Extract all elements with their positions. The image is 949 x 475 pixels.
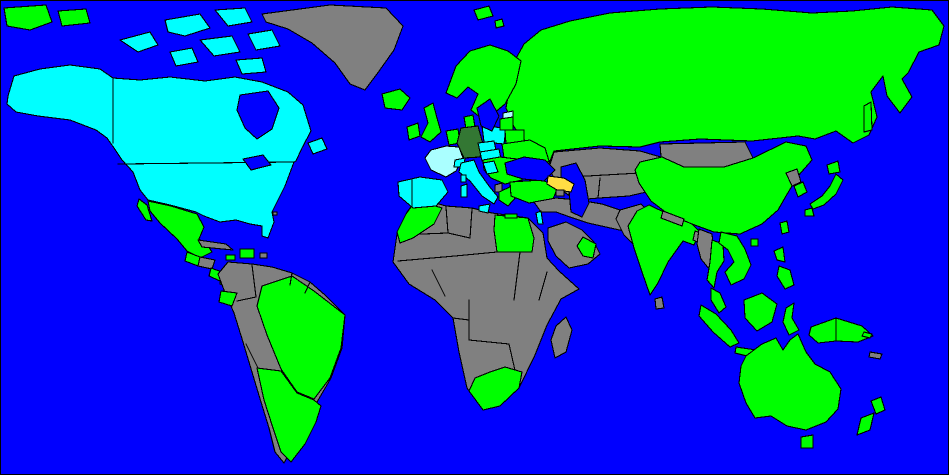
- island-sardinia[interactable]: [460, 183, 468, 198]
- country-canada-newfoundland[interactable]: [307, 137, 328, 155]
- borders-africa: [396, 206, 548, 389]
- country-north-korea[interactable]: [785, 168, 802, 187]
- sea-hudson-bay: [236, 90, 280, 140]
- country-georgia-azerbaijan[interactable]: [546, 175, 575, 193]
- country-dominican-republic[interactable]: [239, 248, 255, 259]
- country-uk[interactable]: [420, 102, 442, 143]
- country-canada-island-2[interactable]: [164, 13, 211, 37]
- country-canada-island-1[interactable]: [119, 31, 159, 53]
- country-ecuador[interactable]: [218, 290, 238, 307]
- country-jamaica[interactable]: [225, 254, 236, 261]
- country-israel[interactable]: [535, 210, 544, 225]
- island-crete[interactable]: [504, 213, 518, 219]
- island-sicily[interactable]: [478, 203, 491, 214]
- country-russia-chukotka-west2[interactable]: [57, 8, 91, 27]
- country-japan-hokkaido[interactable]: [826, 160, 841, 175]
- country-morocco[interactable]: [396, 199, 443, 244]
- country-canada-island-7[interactable]: [235, 57, 267, 75]
- country-croatia[interactable]: [482, 160, 499, 175]
- country-cuba[interactable]: [197, 239, 234, 251]
- island-bermuda[interactable]: [272, 211, 278, 216]
- island-hainan[interactable]: [750, 238, 759, 247]
- country-puerto-rico[interactable]: [259, 252, 268, 259]
- country-greenland[interactable]: [261, 4, 404, 91]
- island-corsica[interactable]: [460, 174, 467, 183]
- country-mexico[interactable]: [147, 200, 213, 259]
- country-india[interactable]: [627, 204, 701, 296]
- country-usa-canada-mainland[interactable]: [6, 64, 312, 239]
- country-iceland[interactable]: [381, 88, 411, 111]
- country-egypt[interactable]: [493, 214, 535, 253]
- country-canada-island-3[interactable]: [214, 7, 253, 27]
- country-france[interactable]: [424, 145, 464, 178]
- country-russia-sakhalin[interactable]: [863, 101, 873, 133]
- country-philippines-luzon[interactable]: [773, 246, 786, 263]
- country-south-korea[interactable]: [793, 181, 808, 198]
- country-australia[interactable]: [738, 333, 842, 431]
- country-argentina-chile[interactable]: [256, 367, 322, 463]
- country-south-africa[interactable]: [468, 366, 523, 411]
- country-canada-island-6[interactable]: [169, 47, 199, 67]
- country-new-zealand-south[interactable]: [856, 412, 875, 436]
- country-taiwan[interactable]: [779, 220, 790, 235]
- country-malaysia[interactable]: [710, 287, 727, 314]
- country-papua-new-guinea[interactable]: [808, 317, 874, 344]
- island-borneo[interactable]: [743, 292, 778, 332]
- country-nepal[interactable]: [660, 210, 685, 227]
- country-latvia-lithuania[interactable]: [499, 116, 514, 131]
- island-solomon[interactable]: [861, 331, 873, 339]
- country-sri-lanka[interactable]: [654, 296, 665, 310]
- country-philippines-mindanao[interactable]: [776, 265, 795, 290]
- country-brazil[interactable]: [256, 275, 346, 400]
- sea-baltic: [476, 98, 500, 132]
- country-madagascar[interactable]: [550, 316, 573, 359]
- country-canada-island-5[interactable]: [247, 29, 281, 51]
- borders-south-america: [236, 264, 311, 369]
- island-new-caledonia[interactable]: [868, 351, 883, 360]
- landmasses: [3, 4, 945, 464]
- country-oman-uae[interactable]: [576, 236, 597, 259]
- island-sumatra[interactable]: [698, 304, 740, 348]
- island-sulawesi[interactable]: [782, 302, 800, 336]
- country-mexico-baja[interactable]: [136, 198, 153, 222]
- country-japan-kyushu[interactable]: [804, 207, 815, 217]
- sea-black: [504, 156, 556, 182]
- country-armenia[interactable]: [555, 189, 565, 197]
- country-japan-honshu[interactable]: [809, 173, 844, 210]
- country-china[interactable]: [634, 141, 813, 235]
- country-russia-chukotka-west[interactable]: [3, 4, 53, 31]
- country-new-zealand-north[interactable]: [870, 396, 886, 415]
- island-svalbard-2[interactable]: [494, 18, 505, 29]
- country-spain-portugal[interactable]: [397, 176, 449, 209]
- country-scandinavia[interactable]: [445, 44, 522, 119]
- country-vietnam-laos-cambodia[interactable]: [718, 231, 752, 286]
- island-tasmania[interactable]: [800, 434, 814, 449]
- country-canada-island-4[interactable]: [199, 35, 241, 57]
- country-germany[interactable]: [456, 125, 484, 159]
- country-ireland[interactable]: [406, 122, 421, 141]
- sea-great-lakes: [242, 154, 272, 171]
- island-svalbard-1[interactable]: [473, 5, 494, 21]
- country-russia[interactable]: [505, 6, 945, 167]
